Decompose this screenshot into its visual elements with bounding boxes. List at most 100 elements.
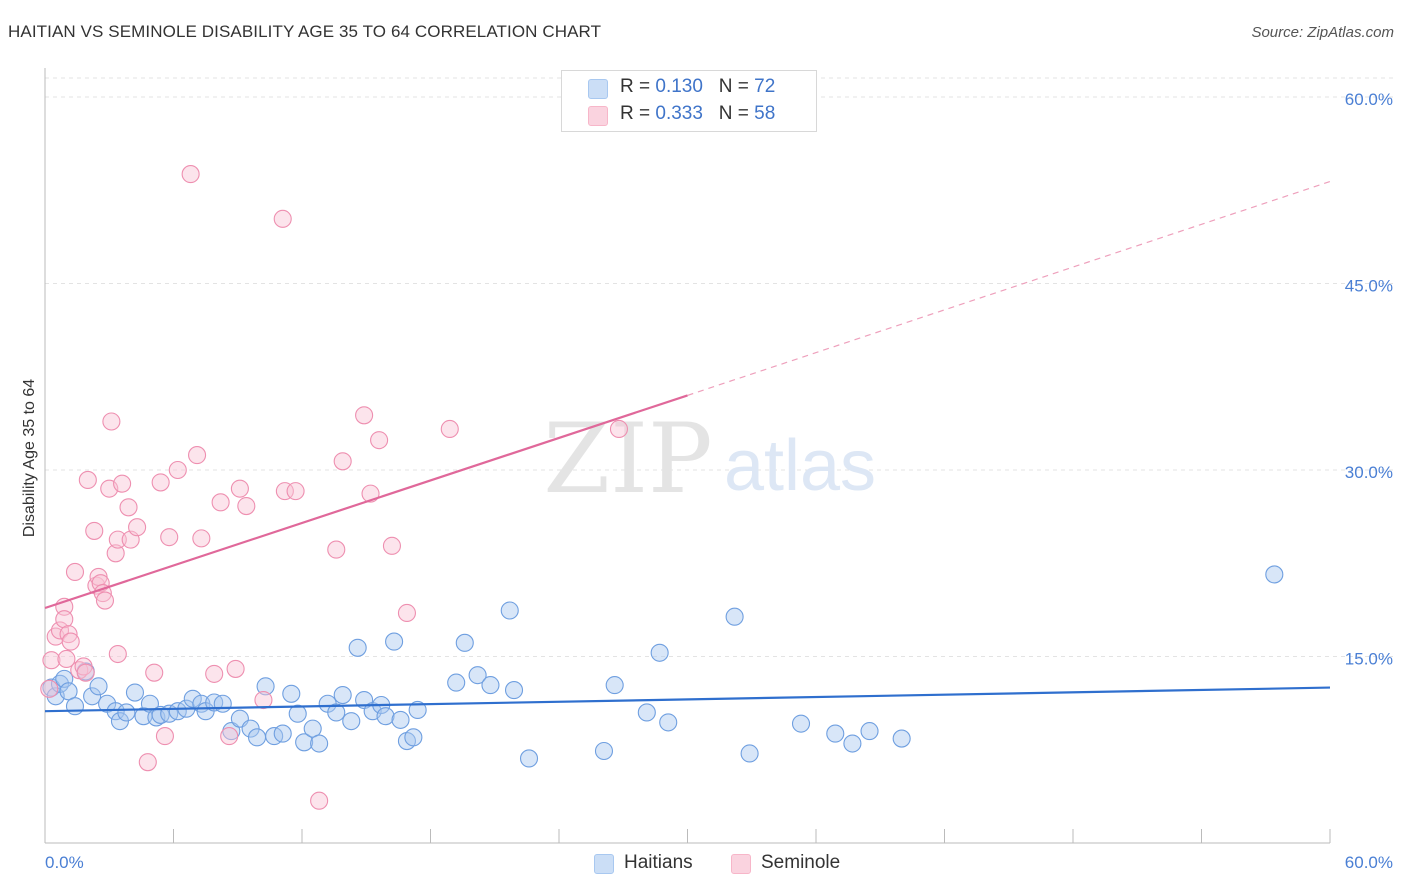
haitians-point (860, 722, 879, 741)
correlation-legend: R = 0.130 N = 72 R = 0.333 N = 58 (561, 70, 817, 132)
haitians-point (468, 666, 487, 685)
x-tick-label-max: 60.0% (1345, 853, 1393, 872)
haitians-point (385, 632, 404, 651)
haitians-point (843, 734, 862, 753)
haitians-point (125, 683, 144, 702)
seminole-trend-line (44, 394, 688, 610)
seminole-point (382, 536, 402, 555)
haitians-point (213, 694, 232, 713)
seminole-point (327, 540, 346, 559)
bottom-legend-label-seminole: Seminole (761, 852, 841, 873)
seminole-point (333, 452, 352, 471)
seminole-point (230, 479, 249, 498)
seminole-point (95, 591, 115, 610)
haitians-point (117, 703, 136, 722)
trend-lines (44, 180, 1331, 713)
y-tick-label: 45.0% (1345, 277, 1393, 296)
seminole-point (50, 621, 70, 640)
seminole-point (397, 603, 416, 623)
haitians-point (455, 633, 474, 652)
seminole-point (205, 664, 224, 683)
y-tick-label: 30.0% (1345, 463, 1393, 482)
haitians-point (725, 607, 744, 626)
haitians-point (376, 707, 395, 726)
haitians-point (404, 728, 423, 747)
tick-labels: 15.0% 30.0% 45.0% 60.0% 0.0% 60.0% (45, 90, 1393, 872)
seminole-point (226, 659, 245, 678)
x-tick-label-min: 0.0% (45, 853, 84, 872)
legend-r-value: 0.333 (655, 103, 703, 124)
legend-swatch-haitians (588, 79, 608, 99)
seminole-point (151, 473, 170, 492)
seminole-point (168, 460, 187, 480)
seminole-point (113, 474, 132, 493)
haitians-point (273, 724, 292, 743)
seminole-point (440, 419, 459, 439)
haitians-point (791, 714, 811, 733)
haitians-point (447, 673, 466, 692)
haitians-point (89, 677, 108, 696)
haitians-point (519, 749, 539, 768)
seminole-point (355, 406, 374, 425)
seminole-point (211, 493, 230, 512)
seminole-point (181, 165, 200, 184)
legend-n-label: N = (718, 76, 749, 97)
seminole-point (76, 663, 95, 682)
haitians-point (481, 676, 500, 695)
y-tick-label: 60.0% (1345, 90, 1393, 109)
haitians-point (247, 728, 267, 747)
seminole-point (275, 482, 294, 501)
haitians-trend-line (44, 686, 1331, 713)
haitians-point (391, 710, 410, 729)
haitians-point (288, 704, 307, 723)
seminole-point (609, 419, 629, 439)
seminole-point (78, 470, 97, 489)
seminole-point (160, 528, 179, 547)
haitians-point (348, 638, 367, 657)
seminole-trend-extension (687, 180, 1331, 396)
seminole-point (106, 544, 125, 563)
haitians-point (826, 724, 845, 743)
haitians-point (342, 712, 361, 731)
legend-n-value: 72 (754, 76, 776, 97)
y-axis-label: Disability Age 35 to 64 (21, 379, 38, 537)
seminole-point (192, 529, 211, 548)
haitians-point (295, 733, 314, 752)
haitians-point (500, 601, 519, 620)
seminole-point (85, 521, 104, 540)
seminole-point (237, 497, 256, 516)
haitians-point (282, 684, 301, 703)
seminole-point (310, 791, 329, 810)
seminole-point (40, 679, 59, 698)
seminole-point (370, 431, 389, 450)
seminole-point (155, 727, 174, 746)
haitians-point (740, 744, 759, 763)
haitians-point (659, 713, 678, 732)
seminole-point (102, 412, 121, 431)
haitians-point (650, 643, 669, 662)
seminole-point (61, 632, 80, 651)
haitians-point (594, 741, 614, 761)
seminole-point (108, 644, 127, 664)
grid-lines (45, 77, 1395, 657)
seminole-point (59, 625, 78, 644)
haitians-point (333, 685, 352, 705)
seminole-point (42, 651, 61, 670)
haitians-point (892, 729, 911, 748)
watermark-zip: ZIP (543, 403, 712, 515)
seminole-point (93, 584, 112, 603)
source-label: Source: ZipAtlas.com (1251, 24, 1394, 41)
chart-title: HAITIAN VS SEMINOLE DISABILITY AGE 35 TO… (8, 22, 602, 41)
haitians-point (256, 677, 275, 696)
haitians-point (327, 703, 346, 722)
haitians-point (637, 703, 656, 722)
legend-r-value: 0.130 (655, 76, 703, 97)
seminole-point (65, 562, 85, 582)
haitians-point (408, 700, 427, 720)
seminole-point (273, 209, 292, 228)
haitians-point (183, 689, 202, 708)
seminole-point (57, 649, 76, 669)
data-points (40, 165, 1284, 810)
y-tick-label: 15.0% (1345, 650, 1393, 669)
